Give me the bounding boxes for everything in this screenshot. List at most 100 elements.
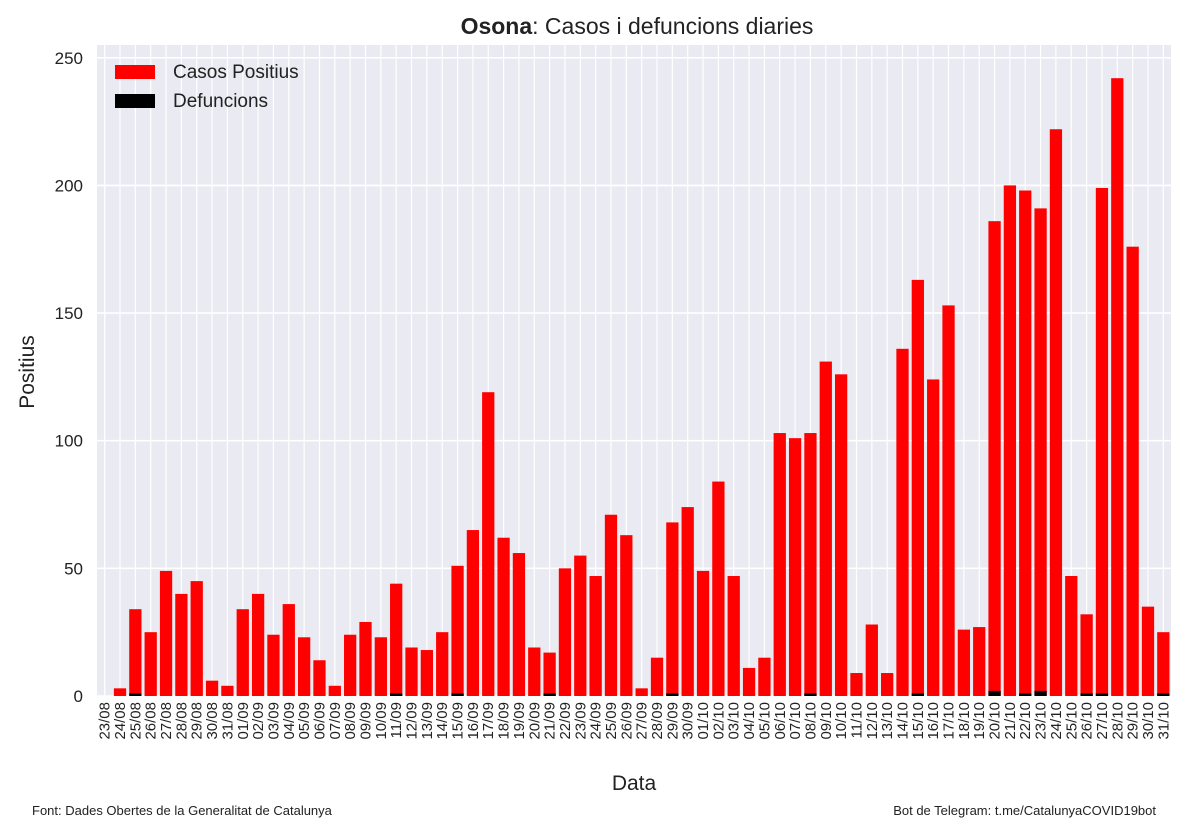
x-tick-label: 08/10 bbox=[802, 702, 819, 740]
x-tick-label: 03/09 bbox=[265, 702, 282, 740]
y-tick-label: 150 bbox=[55, 304, 83, 323]
x-tick-label: 09/10 bbox=[818, 702, 835, 740]
x-tick-label: 31/08 bbox=[219, 702, 236, 740]
bar bbox=[1141, 606, 1155, 696]
bar bbox=[543, 652, 556, 696]
x-tick-label: 27/09 bbox=[634, 702, 651, 740]
bar bbox=[742, 667, 756, 696]
x-tick-label: 25/09 bbox=[603, 702, 620, 740]
bar bbox=[129, 609, 142, 696]
y-axis-label: Positius bbox=[16, 335, 39, 409]
bar bbox=[1157, 693, 1170, 696]
x-tick-label: 04/09 bbox=[281, 702, 298, 740]
x-tick-label: 24/10 bbox=[1048, 702, 1065, 740]
x-tick-label: 23/09 bbox=[572, 702, 589, 740]
bar bbox=[865, 624, 878, 696]
x-tick-label: 23/08 bbox=[97, 702, 114, 740]
x-tick-label: 26/10 bbox=[1079, 702, 1096, 740]
x-tick-label: 17/10 bbox=[941, 702, 958, 740]
bar bbox=[1034, 690, 1047, 696]
bar bbox=[881, 673, 894, 696]
bar bbox=[297, 637, 311, 696]
x-tick-label: 03/10 bbox=[726, 702, 743, 740]
x-tick-label: 26/09 bbox=[618, 702, 635, 740]
x-tick-label: 18/10 bbox=[956, 702, 973, 740]
bar bbox=[850, 673, 863, 696]
x-tick-label: 29/10 bbox=[1125, 702, 1142, 740]
x-tick-label: 30/09 bbox=[680, 702, 697, 740]
bar bbox=[1019, 693, 1032, 696]
bar bbox=[451, 565, 464, 696]
x-tick-label: 16/10 bbox=[925, 702, 942, 740]
legend-label: Defuncions bbox=[173, 91, 268, 112]
y-tick-label: 250 bbox=[55, 49, 83, 68]
bar bbox=[927, 379, 940, 696]
x-tick-label: 10/09 bbox=[373, 702, 390, 740]
bar bbox=[374, 637, 387, 696]
bar bbox=[190, 581, 203, 696]
x-tick-label: 17/09 bbox=[480, 702, 497, 740]
title-bold: Osona bbox=[461, 13, 533, 39]
x-tick-label: 07/10 bbox=[787, 702, 804, 740]
x-tick-label: 02/09 bbox=[250, 702, 267, 740]
x-tick-label: 20/09 bbox=[526, 702, 543, 740]
bar bbox=[911, 693, 924, 696]
y-tick-label: 100 bbox=[55, 432, 83, 451]
y-tick-label: 200 bbox=[55, 176, 83, 195]
chart-title: Osona: Casos i defuncions diaries bbox=[461, 13, 814, 39]
legend-label: Casos Positius bbox=[173, 62, 299, 83]
x-tick-label: 24/08 bbox=[112, 702, 129, 740]
x-tick-label: 28/10 bbox=[1109, 702, 1126, 740]
bar bbox=[758, 657, 771, 696]
x-tick-label: 19/10 bbox=[971, 702, 988, 740]
bar bbox=[436, 632, 449, 696]
x-tick-label: 21/09 bbox=[542, 702, 559, 740]
x-tick-label: 28/09 bbox=[649, 702, 666, 740]
bar bbox=[834, 374, 848, 696]
bar bbox=[497, 537, 510, 696]
bar bbox=[1126, 246, 1139, 696]
bar bbox=[1019, 190, 1032, 697]
x-tick-label: 13/09 bbox=[419, 702, 436, 740]
bar bbox=[681, 507, 694, 696]
bar bbox=[1080, 693, 1093, 696]
bar bbox=[236, 609, 249, 696]
bar bbox=[129, 693, 142, 696]
bar bbox=[666, 693, 679, 696]
x-tick-label: 27/10 bbox=[1094, 702, 1111, 740]
x-tick-label: 21/10 bbox=[1002, 702, 1019, 740]
x-tick-label: 14/09 bbox=[434, 702, 451, 740]
x-tick-label: 23/10 bbox=[1033, 702, 1050, 740]
source-note: Font: Dades Obertes de la Generalitat de… bbox=[32, 803, 333, 818]
bar bbox=[650, 657, 664, 696]
x-tick-label: 08/09 bbox=[342, 702, 359, 740]
bar bbox=[420, 650, 434, 696]
bar bbox=[558, 568, 572, 696]
x-tick-label: 12/09 bbox=[404, 702, 421, 740]
bar bbox=[1065, 576, 1078, 696]
bar bbox=[620, 535, 633, 696]
legend-swatch bbox=[115, 94, 155, 108]
x-tick-label: 04/10 bbox=[741, 702, 758, 740]
bar bbox=[635, 688, 648, 696]
bar bbox=[1111, 78, 1124, 696]
title-rest: : Casos i defuncions diaries bbox=[532, 13, 813, 39]
bar bbox=[144, 632, 157, 696]
x-tick-label: 31/10 bbox=[1155, 702, 1172, 740]
bar bbox=[359, 621, 372, 696]
bar bbox=[512, 553, 526, 696]
bar bbox=[221, 685, 234, 696]
bar bbox=[282, 604, 295, 696]
x-tick-label: 26/08 bbox=[143, 702, 160, 740]
x-tick-label: 15/10 bbox=[910, 702, 927, 740]
x-tick-label: 02/10 bbox=[710, 702, 727, 740]
bar bbox=[942, 305, 955, 696]
bar bbox=[1080, 614, 1093, 696]
bar bbox=[466, 530, 480, 696]
x-tick-label: 18/09 bbox=[496, 702, 513, 740]
bar bbox=[1095, 693, 1109, 696]
x-tick-label: 06/10 bbox=[772, 702, 789, 740]
bar bbox=[988, 221, 1001, 696]
x-tick-label: 22/09 bbox=[557, 702, 574, 740]
